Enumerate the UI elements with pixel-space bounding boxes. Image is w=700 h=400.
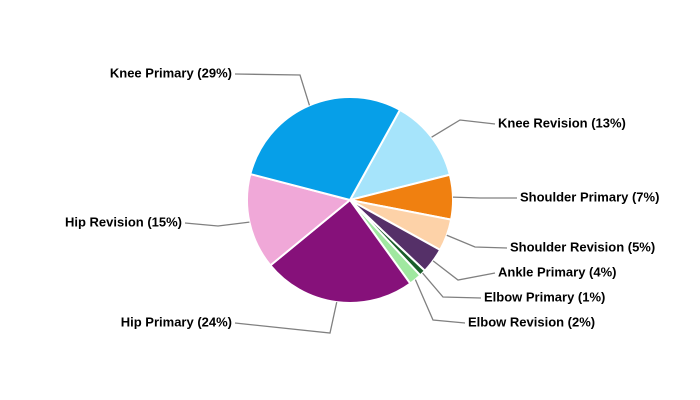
slice-label: Knee Revision (13%) (498, 115, 626, 130)
leader-line (431, 119, 496, 138)
pie-slice (249, 96, 402, 202)
slice-label: Elbow Primary (1%) (484, 289, 605, 304)
leader-line (234, 73, 311, 106)
leader-line (446, 234, 508, 249)
pie-slice (268, 198, 412, 304)
leader-line (422, 272, 482, 299)
slice-label: Elbow Revision (2%) (468, 314, 595, 329)
leader-line (234, 302, 338, 334)
slice-label: Knee Primary (29%) (110, 65, 232, 80)
slice-label: Hip Revision (15%) (65, 214, 182, 229)
slice-label: Hip Primary (24%) (121, 314, 232, 329)
slice-label: Shoulder Revision (5%) (510, 239, 655, 254)
leader-line (184, 221, 250, 227)
leader-line (432, 260, 496, 281)
slice-label: Shoulder Primary (7%) (520, 189, 659, 204)
leader-line (414, 279, 466, 324)
leader-line (452, 196, 517, 199)
slice-label: Ankle Primary (4%) (498, 264, 617, 279)
